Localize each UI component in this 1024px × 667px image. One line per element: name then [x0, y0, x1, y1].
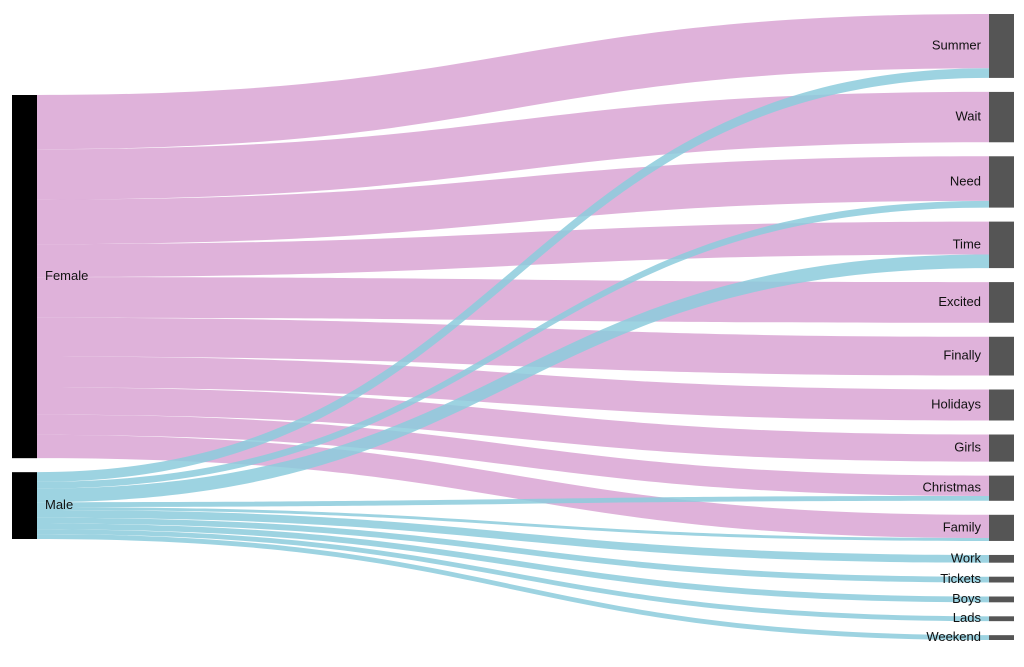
link [37, 434, 989, 539]
link [37, 14, 989, 150]
node [989, 14, 1014, 78]
link [37, 509, 989, 563]
link [37, 68, 989, 482]
node-label: Time [953, 236, 981, 251]
node-label: Summer [932, 37, 982, 52]
link [37, 277, 989, 323]
node-label: Holidays [931, 396, 981, 411]
node [989, 635, 1014, 640]
link [37, 254, 989, 503]
node-label: Female [45, 268, 88, 283]
node-label: Lads [953, 610, 982, 625]
node [989, 336, 1014, 376]
node [989, 616, 1014, 622]
node-label: Need [950, 173, 981, 188]
node-label: Boys [952, 591, 981, 606]
node [12, 95, 37, 459]
node-label: Excited [938, 294, 981, 309]
link [37, 356, 989, 421]
node [989, 596, 1014, 603]
link [37, 200, 989, 489]
link [37, 517, 989, 583]
node [989, 221, 1014, 269]
link [37, 387, 989, 462]
node-label: Christmas [922, 480, 981, 495]
node [12, 472, 37, 539]
node-label: Family [943, 519, 982, 534]
node [989, 514, 1014, 541]
node-label: Wait [955, 109, 981, 124]
node [989, 282, 1014, 323]
node [989, 389, 1014, 421]
link [37, 507, 989, 541]
link [37, 534, 989, 640]
node [989, 434, 1014, 462]
node [989, 156, 1014, 208]
node-label: Weekend [926, 629, 981, 644]
node [989, 91, 1014, 143]
node-label: Girls [954, 439, 981, 454]
links [37, 14, 989, 640]
link [37, 529, 989, 622]
node-label: Finally [943, 348, 981, 363]
node [989, 554, 1014, 563]
node [989, 475, 1014, 501]
link [37, 495, 989, 508]
node-label: Work [951, 550, 982, 565]
link [37, 156, 989, 245]
link [37, 523, 989, 603]
node [989, 576, 1014, 583]
node-label: Male [45, 497, 73, 512]
node-label: Tickets [940, 571, 981, 586]
